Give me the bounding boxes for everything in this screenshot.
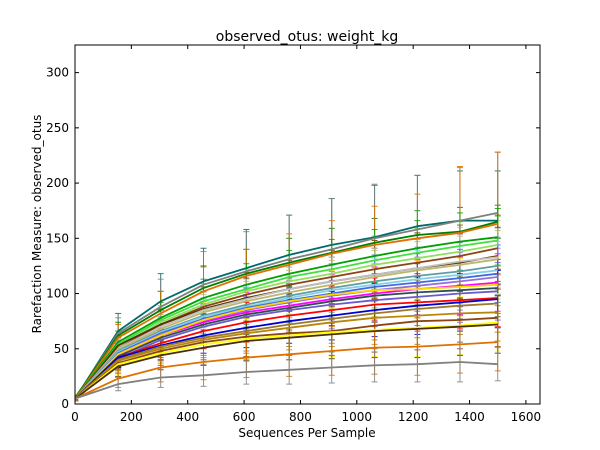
y-tick-label: 50	[54, 342, 69, 356]
series-line-26	[75, 341, 498, 400]
x-tick-label: 1400	[454, 410, 485, 424]
x-tick-label: 0	[71, 410, 79, 424]
series-line-5	[75, 239, 498, 400]
series-line-20	[75, 298, 498, 400]
x-axis-label: Sequences Per Sample	[238, 426, 375, 440]
y-tick-label: 150	[46, 231, 69, 245]
series-line-7	[75, 247, 498, 400]
series-line-21	[75, 302, 498, 400]
series-line-16	[75, 283, 498, 400]
x-tick-label: 600	[233, 410, 256, 424]
series-line-27	[75, 361, 498, 400]
x-tick-label: 200	[120, 410, 143, 424]
x-tick-label: 1000	[342, 410, 373, 424]
series-line-19	[75, 297, 498, 400]
series-line-25	[75, 323, 498, 400]
series-line-9	[75, 256, 498, 400]
series-line-2	[75, 220, 498, 398]
series-line-24	[75, 321, 498, 400]
y-tick-label: 100	[46, 287, 69, 301]
series-lines-layer	[75, 212, 498, 400]
x-tick-label: 800	[289, 410, 312, 424]
series-line-6	[75, 244, 498, 400]
series-line-1	[75, 212, 498, 399]
series-line-22	[75, 311, 498, 400]
x-tick-label: 1200	[398, 410, 429, 424]
series-line-4	[75, 236, 498, 400]
plot-frame	[74, 44, 541, 405]
x-axis: 0 200 400 600 800 1000 1200 1400 1600	[71, 45, 541, 424]
y-tick-label: 0	[61, 397, 69, 411]
series-line-12	[75, 269, 498, 400]
series-line-17	[75, 287, 498, 400]
y-tick-label: 250	[46, 121, 69, 135]
chart-title: observed_otus: weight_kg	[216, 29, 399, 45]
series-line-23	[75, 316, 498, 400]
y-axis: 0 50 100 150 200 250 300	[46, 66, 540, 411]
series-line-10	[75, 258, 498, 400]
y-tick-label: 200	[46, 176, 69, 190]
series-line-18	[75, 290, 498, 400]
series-line-0	[75, 219, 498, 399]
series-line-3	[75, 223, 498, 400]
series-line-11	[75, 265, 498, 400]
error-bar	[494, 347, 501, 382]
series-line-13	[75, 272, 498, 400]
x-tick-label: 1600	[511, 410, 542, 424]
y-tick-label: 300	[46, 66, 69, 80]
x-tick-label: 400	[176, 410, 199, 424]
y-axis-label: Rarefaction Measure: observed_otus	[30, 115, 44, 334]
